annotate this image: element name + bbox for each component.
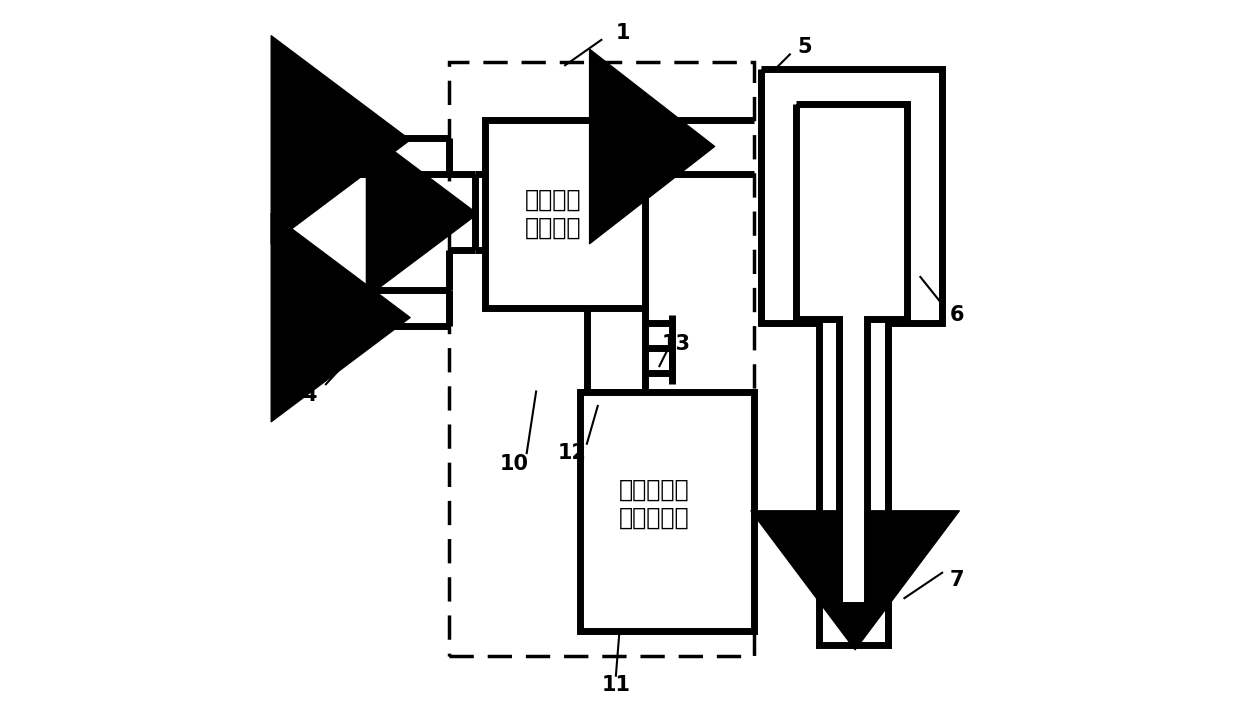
Text: 13: 13 [662,334,690,355]
Text: 12: 12 [558,443,587,463]
Bar [486,120,644,308]
Text: CH4: CH4 [316,129,369,154]
Text: 4: 4 [302,385,316,405]
Text: 1: 1 [616,22,631,43]
Text: 高里德堡原
子检测模块: 高里德堡原 子检测模块 [620,478,690,530]
Text: 5: 5 [797,37,812,57]
Text: 11: 11 [601,675,631,695]
Text: 10: 10 [499,454,529,474]
Text: 飞秒激光
解离模块: 飞秒激光 解离模块 [524,188,581,240]
Bar [449,62,753,656]
Polygon shape [761,69,942,645]
Bar [580,392,753,631]
Text: 6: 6 [949,305,964,326]
Text: 7: 7 [949,570,964,590]
Polygon shape [795,104,907,605]
Text: H2: H2 [310,307,346,331]
